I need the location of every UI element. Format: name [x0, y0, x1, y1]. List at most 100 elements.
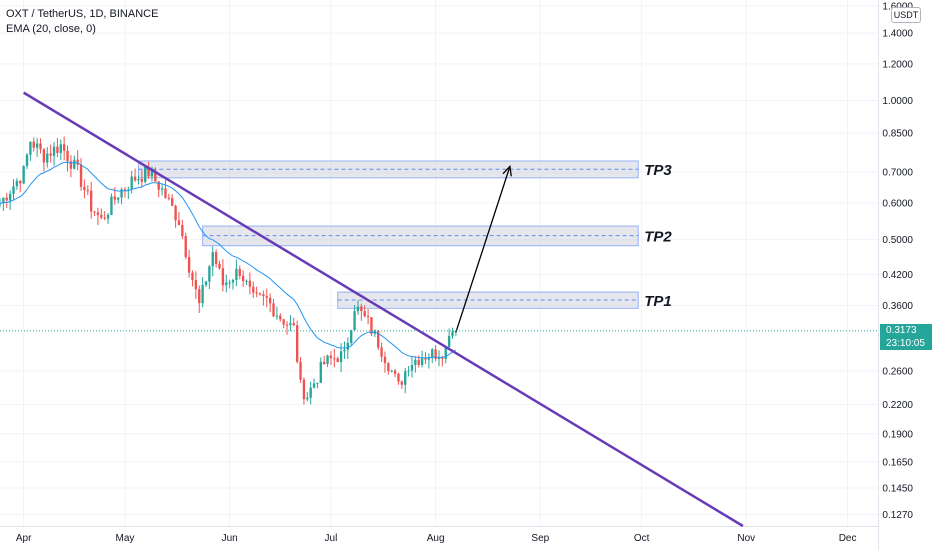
candle-body — [390, 370, 393, 372]
symbol-title[interactable]: OXT / TetherUS, 1D, BINANCE — [6, 8, 159, 20]
time-tick-label: Oct — [634, 533, 650, 544]
candle-body — [62, 144, 66, 151]
candle-body — [140, 178, 144, 182]
ema-line — [0, 161, 457, 359]
candle-body — [333, 358, 336, 360]
candle-body — [289, 323, 292, 325]
candle-body — [279, 315, 282, 320]
candle-body — [312, 383, 316, 388]
candle-body — [12, 186, 15, 194]
last-price-value: 0.3173 — [886, 324, 917, 336]
candle-body — [133, 176, 137, 181]
candle-body — [86, 190, 89, 192]
candle-body — [387, 363, 390, 372]
time-tick-label: Sep — [531, 533, 549, 544]
candle-body — [76, 159, 79, 165]
candle-body — [177, 220, 181, 225]
candle-body — [184, 236, 187, 258]
candle-body — [262, 294, 265, 297]
candle-body — [5, 197, 8, 201]
candle-body — [397, 373, 400, 382]
candle-body — [2, 197, 5, 204]
candle-body — [187, 257, 191, 273]
candle-body — [73, 159, 76, 169]
candle-body — [427, 357, 431, 360]
candle-body — [198, 289, 201, 304]
candle-body — [83, 186, 86, 191]
price-tick-label: 0.1450 — [882, 484, 913, 495]
projection-arrowhead — [502, 165, 512, 177]
candle-body — [363, 311, 366, 317]
candle-body — [350, 330, 353, 343]
candle-body — [265, 296, 268, 298]
candle-body — [164, 188, 167, 198]
indicator-label[interactable]: EMA (20, close, 0) — [6, 23, 96, 35]
candle-body — [22, 166, 25, 184]
candle-body — [360, 306, 363, 312]
candle-body — [150, 170, 154, 177]
candle-body — [393, 370, 397, 374]
candle-body — [167, 197, 171, 199]
candle-body — [110, 196, 113, 215]
candle-body — [96, 212, 100, 215]
candle-body — [52, 146, 56, 156]
candle-body — [292, 323, 295, 326]
price-tick-label: 0.6000 — [882, 199, 913, 210]
target-zone — [137, 160, 639, 179]
candle-body — [231, 279, 235, 283]
candle-body — [252, 286, 255, 293]
candle-body — [89, 190, 93, 212]
candle-body — [157, 181, 160, 190]
candle-body — [255, 292, 258, 294]
candle-body — [218, 263, 221, 269]
candle-body — [171, 198, 174, 206]
chart-legend: OXT / TetherUS, 1D, BINANCE EMA (20, clo… — [6, 7, 158, 37]
candle-body — [356, 306, 360, 312]
candle-body — [225, 282, 228, 286]
candle-body — [420, 358, 424, 365]
candle-body — [424, 358, 427, 360]
candle-body — [245, 280, 248, 282]
candle-body — [130, 176, 133, 190]
candle-body — [144, 166, 147, 182]
candle-body — [410, 365, 414, 371]
candle-body — [366, 316, 370, 318]
candle-body — [258, 293, 262, 295]
candle-body — [377, 330, 380, 348]
candle-body — [221, 268, 225, 286]
currency-badge[interactable]: USDT — [891, 7, 921, 23]
candle-body — [208, 266, 211, 282]
bar-countdown: 23:10:05 — [886, 337, 925, 349]
candle-body — [417, 359, 420, 365]
candle-body — [248, 280, 252, 287]
candle-body — [93, 211, 96, 213]
candle-body — [113, 196, 116, 200]
time-tick-label: May — [115, 533, 134, 544]
target-label: TP2 — [644, 229, 672, 246]
time-tick-label: Jun — [222, 533, 238, 544]
candle-body — [29, 141, 32, 155]
candle-body — [154, 170, 157, 182]
candle-body — [370, 317, 373, 334]
candle-body — [400, 381, 404, 385]
candle-body — [441, 357, 444, 359]
candle-body — [100, 214, 103, 218]
candle-body — [451, 331, 454, 336]
candle-body — [285, 324, 289, 326]
candle-body — [235, 268, 238, 280]
candle-body — [380, 347, 383, 357]
candle-body — [181, 224, 184, 237]
target-label: TP3 — [644, 162, 672, 179]
candle-body — [214, 252, 218, 264]
candle-body — [282, 319, 285, 325]
candle-body — [434, 349, 437, 360]
candle-body — [319, 361, 322, 383]
candle-body — [19, 180, 22, 184]
candle-body — [69, 161, 73, 169]
candle-body — [404, 371, 407, 385]
price-tick-label: 0.4200 — [882, 270, 913, 281]
candle-body — [316, 382, 319, 384]
candle-body — [447, 335, 451, 347]
